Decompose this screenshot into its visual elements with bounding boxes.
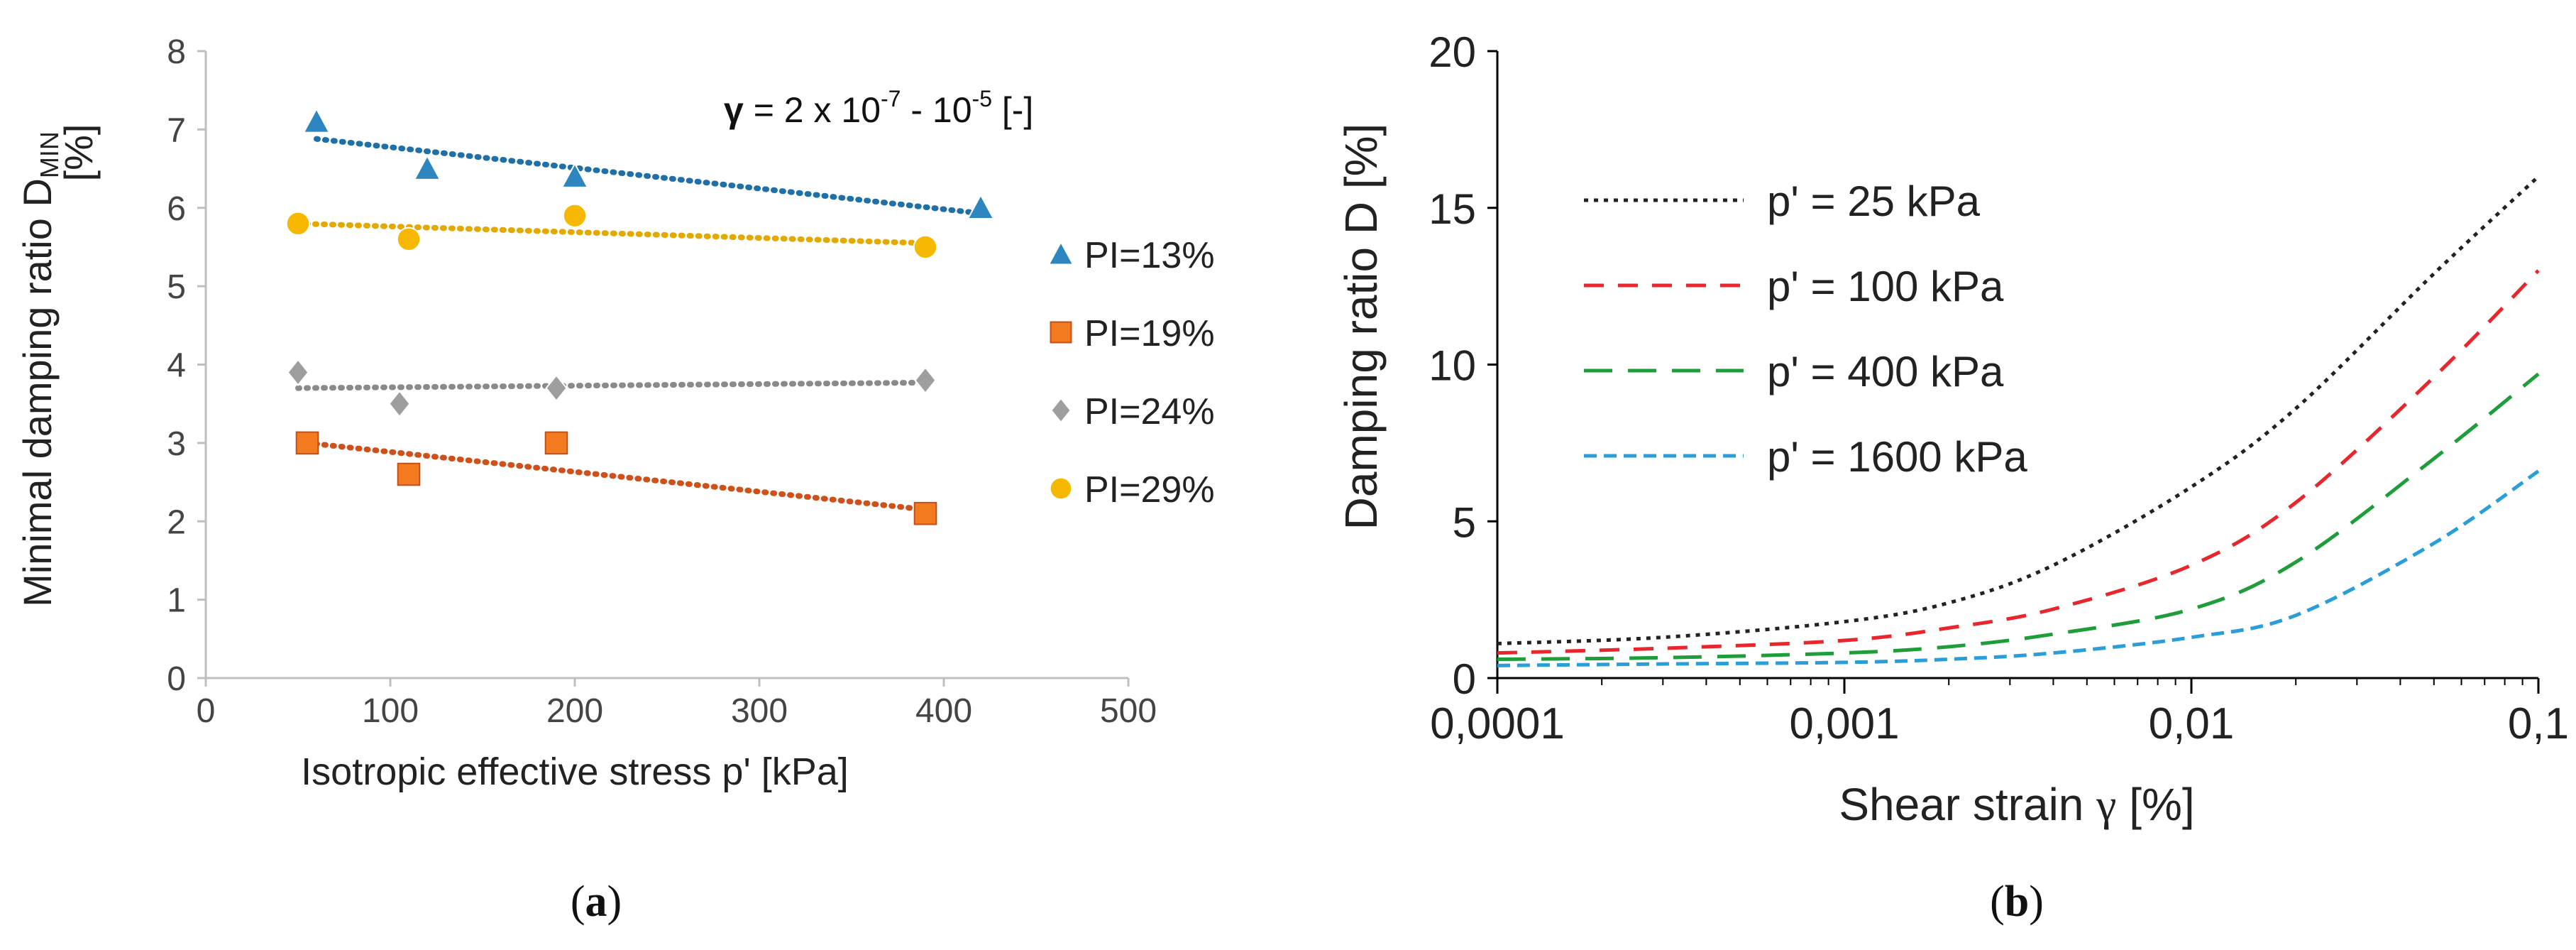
annotation-strain-range: γ = 2 x 10-7 - 10-5 [-] <box>724 86 1033 130</box>
series-line <box>1497 175 2540 645</box>
y-tick-label: 0 <box>167 660 186 698</box>
y-tick-label: 4 <box>167 347 186 385</box>
legend-label: PI=13% <box>1084 235 1215 276</box>
legend-label: PI=29% <box>1084 469 1215 511</box>
data-point <box>562 203 588 228</box>
panel-label-b: (b) <box>1990 878 2044 926</box>
data-point <box>967 193 995 220</box>
y-tick-label: 10 <box>1429 342 1476 390</box>
y-tick-label: 2 <box>167 503 186 541</box>
data-point <box>913 234 938 260</box>
y-tick-label: 15 <box>1429 185 1476 233</box>
x-tick-label: 0,0001 <box>1430 699 1565 748</box>
legend: PI=13% PI=19% PI=24% PI=29% <box>1047 235 1215 511</box>
x-tick-label: 200 <box>546 692 603 730</box>
y-tick-label: 20 <box>1429 28 1476 76</box>
x-axis-label: Shear strain γ [%] <box>1839 779 2194 830</box>
chart-panel-a: 0 1 2 3 4 5 6 7 8 0 100 200 300 400 500 γ = 2 x 10-7 -… <box>15 33 1215 926</box>
y-axis-label: Minimal damping ratio DMIN <box>15 131 64 607</box>
legend-label: PI=19% <box>1084 313 1215 354</box>
y-tick-label: 3 <box>167 425 186 463</box>
data-point <box>396 226 422 252</box>
legend-label: p' = 25 kPa <box>1767 178 1981 225</box>
series-line <box>1497 372 2540 662</box>
y-tick-label: 7 <box>167 111 186 149</box>
trend-line <box>304 439 928 513</box>
y-tick-label: 5 <box>1453 498 1476 546</box>
legend-marker <box>1049 476 1073 501</box>
legend-label: p' = 400 kPa <box>1767 348 2004 395</box>
x-tick-label: 500 <box>1100 692 1157 730</box>
y-tick-label: 8 <box>167 33 186 71</box>
x-tick-label: 0,01 <box>2149 699 2235 748</box>
data-point <box>413 154 441 180</box>
y-tick-label: 0 <box>1453 655 1476 703</box>
legend-label: p' = 1600 kPa <box>1767 433 2027 481</box>
y-tick-label: 1 <box>167 582 186 620</box>
data-point <box>544 431 568 455</box>
data-point <box>285 211 311 236</box>
y-axis-unit: [%] <box>56 124 101 182</box>
x-tick-label: 100 <box>362 692 419 730</box>
x-tick-label: 300 <box>731 692 788 730</box>
y-tick-label: 5 <box>167 268 186 306</box>
trend-line <box>295 220 928 246</box>
data-point <box>913 501 937 525</box>
data-point <box>397 462 421 486</box>
data-point <box>295 431 319 455</box>
data-point <box>561 162 589 188</box>
x-axis-label: Isotropic effective stress p' [kPa] <box>301 750 849 793</box>
legend-label: p' = 100 kPa <box>1767 263 2004 310</box>
y-axis-label: Damping ratio D [%] <box>1336 124 1387 530</box>
x-tick-label: 400 <box>915 692 972 730</box>
series-line <box>1497 269 2540 655</box>
data-point <box>545 374 568 403</box>
trend-line <box>295 379 928 391</box>
series-line <box>1497 469 2540 667</box>
panel-label-a: (a) <box>571 878 622 926</box>
data-point <box>287 358 309 387</box>
legend: p' = 25 kPa p' = 100 kPa p' = 400 kPa p' = … <box>1584 178 2027 481</box>
x-tick-label: 0,1 <box>2508 699 2569 748</box>
legend-label: PI=24% <box>1084 391 1215 432</box>
x-tick-label: 0 <box>197 692 216 730</box>
y-tick-label: 6 <box>167 190 186 228</box>
legend-marker <box>1047 240 1074 266</box>
legend-marker <box>1050 397 1072 424</box>
data-point <box>388 390 411 418</box>
legend-marker <box>1050 321 1072 344</box>
data-point <box>914 366 937 395</box>
x-tick-label: 0,001 <box>1789 699 1899 748</box>
trend-line <box>314 136 984 217</box>
data-point <box>302 107 331 133</box>
